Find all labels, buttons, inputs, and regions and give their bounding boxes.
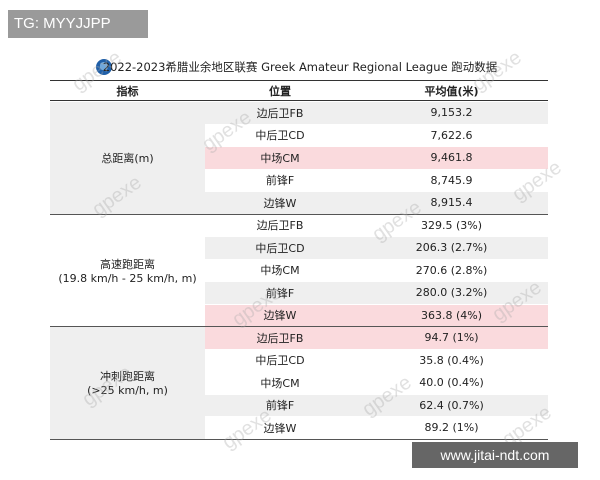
position-cell: 中场CM xyxy=(205,372,355,395)
header-cell: 平均值(米) xyxy=(355,80,548,101)
metric-label: 冲刺跑距离 xyxy=(100,370,155,384)
tag-label: TG: MYYJJPP xyxy=(8,10,148,38)
value-cell: 329.5 (3%) xyxy=(355,214,548,237)
header-cell: 指标 xyxy=(50,80,205,101)
value-cell: 89.2 (1%) xyxy=(355,417,548,440)
metric-cell: 高速跑距离 (19.8 km/h - 25 km/h, m) xyxy=(50,214,205,327)
position-cell: 中后卫CD xyxy=(205,237,355,260)
position-cell: 边锋W xyxy=(205,304,355,327)
position-cell: 前锋F xyxy=(205,169,355,192)
header-cell: 位置 xyxy=(205,80,355,101)
position-cell: 中场CM xyxy=(205,259,355,282)
league-logo xyxy=(96,59,112,75)
value-cell: 94.7 (1%) xyxy=(355,327,548,350)
value-cell: 363.8 (4%) xyxy=(355,304,548,327)
value-cell: 40.0 (0.4%) xyxy=(355,372,548,395)
position-cell: 边锋W xyxy=(205,417,355,440)
metric-label: (>25 km/h, m) xyxy=(87,384,168,398)
position-cell: 中后卫CD xyxy=(205,349,355,372)
metric-cell: 总距离(m) xyxy=(50,102,205,215)
website-label: www.jitai-ndt.com xyxy=(412,442,578,468)
value-cell: 35.8 (0.4%) xyxy=(355,349,548,372)
data-table: 指标 位置 平均值(米) 总距离(m) 边后卫FB 9,153.2 中后卫CD 7,622.6… xyxy=(50,80,548,440)
value-cell: 206.3 (2.7%) xyxy=(355,237,548,260)
position-cell: 边后卫FB xyxy=(205,327,355,350)
position-cell: 前锋F xyxy=(205,394,355,417)
value-cell: 280.0 (3.2%) xyxy=(355,282,548,305)
position-cell: 前锋F xyxy=(205,282,355,305)
position-cell: 中后卫CD xyxy=(205,124,355,147)
value-cell: 270.6 (2.8%) xyxy=(355,259,548,282)
value-cell: 62.4 (0.7%) xyxy=(355,394,548,417)
table-title: 2022-2023希腊业余地区联赛 Greek Amateur Regional… xyxy=(102,60,498,74)
value-cell: 9,461.8 xyxy=(355,147,548,170)
position-cell: 边后卫FB xyxy=(205,214,355,237)
position-cell: 中场CM xyxy=(205,147,355,170)
value-cell: 9,153.2 xyxy=(355,102,548,125)
value-cell: 8,745.9 xyxy=(355,169,548,192)
metric-label: 总距离(m) xyxy=(101,151,154,165)
metric-label: 高速跑距离 xyxy=(100,257,155,271)
value-cell: 7,622.6 xyxy=(355,124,548,147)
position-cell: 边后卫FB xyxy=(205,102,355,125)
metric-label: (19.8 km/h - 25 km/h, m) xyxy=(58,271,197,285)
metric-cell: 冲刺跑距离 (>25 km/h, m) xyxy=(50,327,205,440)
value-cell: 8,915.4 xyxy=(355,192,548,215)
position-cell: 边锋W xyxy=(205,192,355,215)
